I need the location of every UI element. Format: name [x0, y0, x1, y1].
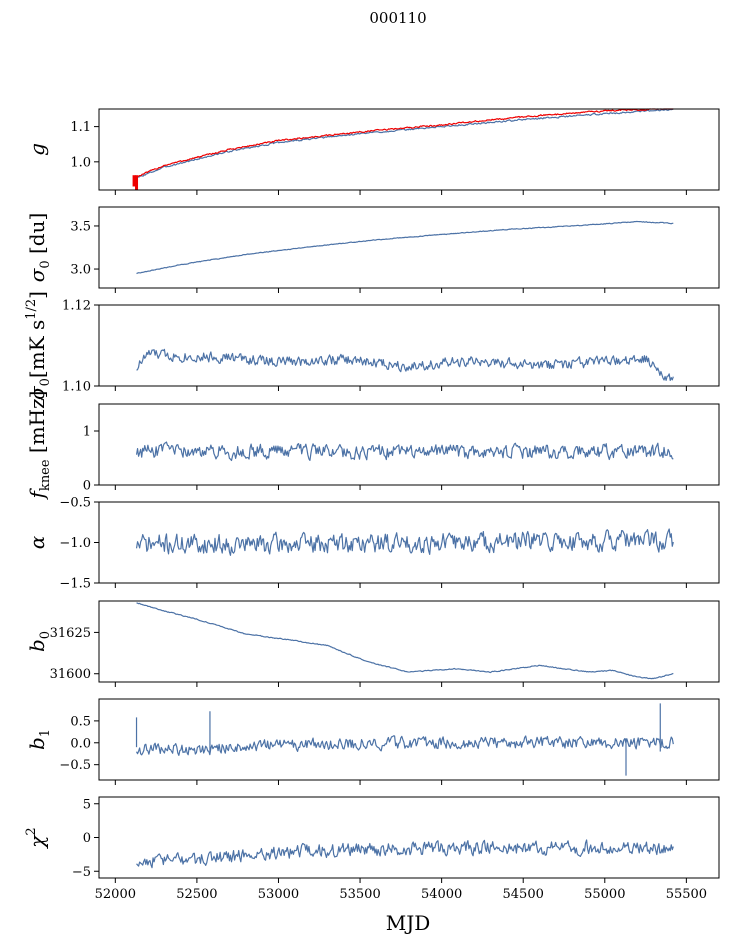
- series-line-6-1: [136, 602, 674, 680]
- ytick-label-2-2: 3.5: [70, 219, 91, 234]
- ytick-label-3-1: 1.10: [62, 380, 91, 395]
- ytick-label-5-2: −1.0: [59, 536, 91, 551]
- series-line-3-1: [136, 348, 674, 381]
- panel-4: 0 1 fknee [mHz]: [25, 391, 720, 501]
- x-axis-label: MJD: [386, 911, 431, 935]
- axes-frame-4: [98, 403, 720, 486]
- axes-frame-1: [98, 108, 720, 191]
- panel-5: −1.5 −1.0 −0.5 α: [25, 496, 720, 592]
- panel-3: 1.10 1.12 σ0[mK s1/2]: [24, 291, 720, 400]
- y-axis-label-6: b0: [25, 631, 53, 652]
- series-line-8-1: [136, 839, 674, 869]
- y-axis-label-3: σ0[mK s1/2]: [24, 291, 53, 400]
- y-axis-label-7: b1: [25, 729, 53, 750]
- axes-frame-2: [98, 206, 720, 289]
- series-line-1-1: [134, 108, 674, 180]
- ytick-label-4-1: 0: [83, 479, 91, 494]
- ytick-label-6-1: 31600: [50, 667, 91, 682]
- y-axis-label-1: g: [25, 143, 49, 156]
- panel-1: 1.0 1.1 g: [25, 108, 720, 195]
- ytick-label-8-1: −5: [72, 865, 91, 880]
- ytick-label-3-2: 1.12: [62, 299, 91, 314]
- series-line-7-1: [135, 735, 674, 756]
- ytick-label-8-3: 5: [83, 797, 91, 812]
- series-line-5-1: [135, 528, 674, 556]
- ytick-label-2-1: 3.0: [70, 263, 91, 278]
- ytick-label-6-2: 31625: [50, 626, 91, 641]
- panel-2: 3.0 3.5 σ0 [du]: [25, 206, 720, 293]
- ytick-label-7-1: −0.5: [59, 758, 91, 773]
- xtick-label-1: 52000: [95, 887, 136, 902]
- xtick-label-5: 54000: [421, 887, 462, 902]
- panel-8: −5 0 5 52000 52500 53000 53500 54000 54500 55000 5…: [24, 796, 720, 902]
- ytick-label-1-1: 1.0: [70, 155, 91, 170]
- series-line-2-1: [136, 220, 674, 275]
- xtick-label-8: 55500: [666, 887, 707, 902]
- figure-title: 000110: [369, 9, 426, 27]
- xtick-label-2: 52500: [176, 887, 217, 902]
- ytick-label-5-1: −1.5: [59, 577, 91, 592]
- ytick-label-7-3: 0.5: [70, 714, 91, 729]
- xtick-label-7: 55000: [584, 887, 625, 902]
- ytick-label-1-2: 1.1: [70, 120, 91, 135]
- ytick-label-8-2: 0: [83, 831, 91, 846]
- xtick-label-3: 53000: [258, 887, 299, 902]
- ytick-label-7-2: 0.0: [70, 736, 91, 751]
- xtick-label-4: 53500: [339, 887, 380, 902]
- axes-frame-8: [98, 796, 720, 879]
- y-axis-label-4: fknee [mHz]: [25, 391, 53, 501]
- axes-frame-3: [98, 304, 720, 387]
- panel-7: −0.5 0.0 0.5 b1: [25, 698, 720, 785]
- series-line-4-1: [135, 441, 674, 462]
- y-axis-label-8: χ2: [24, 827, 49, 849]
- y-axis-label-5: α: [25, 535, 49, 549]
- y-axis-label-2: σ0 [du]: [25, 213, 53, 283]
- series-line-1-2: [134, 108, 674, 179]
- axes-frame-7: [98, 698, 720, 781]
- ytick-label-4-2: 1: [83, 425, 91, 440]
- ytick-label-5-3: −0.5: [59, 496, 91, 511]
- axes-frame-6: [98, 600, 720, 683]
- xtick-label-6: 54500: [503, 887, 544, 902]
